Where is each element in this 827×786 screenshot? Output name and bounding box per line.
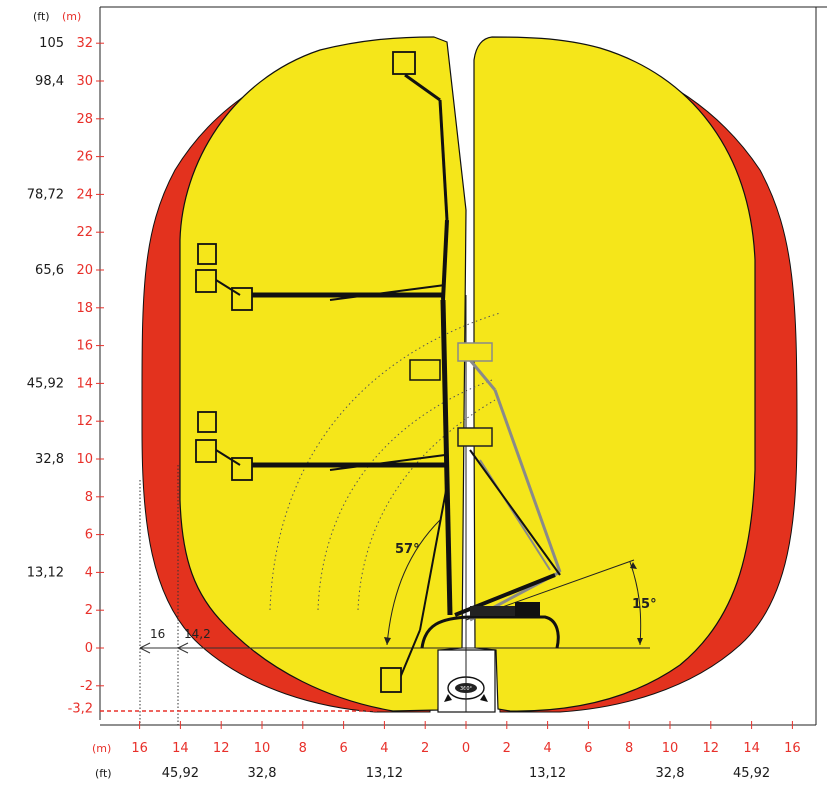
basket-top: [392, 51, 416, 75]
outreach-14-label: 14,2: [184, 627, 211, 641]
jib-angle-arc: [629, 561, 642, 646]
x-tick-label-m: 6: [339, 741, 347, 756]
x-tick-label-m: 12: [703, 741, 720, 756]
x-tick-label-m: 14: [172, 741, 189, 756]
y-unit-ft: (ft): [33, 10, 50, 23]
y-tick-label-m: 4: [85, 565, 93, 580]
x-tick-label-m: 2: [503, 741, 511, 756]
x-tick-label-m: 4: [380, 741, 388, 756]
y-tick-label-ft: 65,6: [35, 263, 64, 278]
jib-angle-arrow-top: [630, 562, 637, 569]
y-axis-ticks: 32302826242220181614121086420-2-3,210598…: [27, 36, 104, 716]
boom-angle-arc: [386, 519, 441, 646]
working-radius-arc-inner: [357, 399, 496, 611]
jib-angle-label: 15°: [632, 597, 657, 612]
y-tick-label-m: 8: [85, 490, 93, 505]
x-tick-label-m: 10: [662, 741, 679, 756]
y-tick-label-m: 2: [85, 603, 93, 618]
y-tick-label-ft: 45,92: [27, 376, 64, 391]
x-tick-label-m: 2: [421, 741, 429, 756]
y-tick-label-ft: 13,12: [27, 565, 64, 580]
y-tick-label-ft: 32,8: [35, 452, 64, 467]
x-tick-label-m: 10: [254, 741, 271, 756]
y-tick-label-m: 24: [76, 187, 93, 202]
y-tick-label-m: 32: [76, 36, 93, 51]
work-envelope-left: [179, 36, 467, 712]
y-tick-label-m: 18: [76, 301, 93, 316]
y-tick-label-m: 0: [85, 641, 93, 656]
x-unit-ft: (ft): [95, 767, 112, 780]
x-axis-ticks: 16 14 12 10 8 6 4 2 0 2 4 6 8 10 12 14 16 45,92 32,8 13,12 1…: [131, 721, 801, 781]
basket-lower-a: [197, 411, 217, 433]
grey-basket-top: [457, 342, 493, 362]
outreach-16-label: 16: [150, 627, 165, 641]
x-tick-label-m: 4: [543, 741, 551, 756]
x-tick-label-m: 14: [743, 741, 760, 756]
chassis: [420, 602, 560, 649]
y-tick-label-m: 26: [76, 150, 93, 165]
work-envelope-right: [473, 36, 756, 712]
boom-mast-main: [380, 51, 453, 693]
x-tick-label-ft: 45,92: [162, 766, 199, 781]
x-tick-label-m: 6: [584, 741, 592, 756]
chassis-engine: [515, 602, 540, 616]
x-tick-label-m: 12: [213, 741, 230, 756]
x-tick-label-ft: 32,8: [656, 766, 685, 781]
x-tick-label-m: 0: [462, 741, 470, 756]
y-tick-label-m: 6: [85, 528, 93, 543]
y-tick-label-m: -2: [80, 679, 93, 694]
y-tick-label-m: 28: [76, 112, 93, 127]
grey-basket-mid: [457, 427, 493, 447]
x-tick-label-ft: 32,8: [248, 766, 277, 781]
x-unit-m: (m): [92, 742, 111, 755]
jib-angle-arrow-bottom: [637, 638, 643, 645]
outreach-16-arrow: [139, 642, 151, 654]
x-tick-label-m: 16: [131, 741, 148, 756]
y-tick-label-m: 14: [76, 376, 93, 391]
basket-upper-b: [195, 269, 217, 293]
y-tick-label-m: 20: [76, 263, 93, 278]
basket-mast-mid: [409, 359, 441, 381]
boom-angle-arrow: [384, 637, 391, 645]
y-unit-m: (m): [62, 10, 81, 23]
x-tick-label-ft: 13,12: [529, 766, 566, 781]
y-tick-label-m: 22: [76, 225, 93, 240]
y-tick-label-m: -3,2: [68, 701, 93, 716]
x-tick-label-ft: 45,92: [733, 766, 770, 781]
y-tick-label-ft: 98,4: [35, 74, 64, 89]
x-tick-label-m: 8: [625, 741, 633, 756]
y-tick-label-m: 30: [76, 74, 93, 89]
y-tick-label-ft: 78,72: [27, 187, 64, 202]
x-tick-label-ft: 13,12: [366, 766, 403, 781]
chassis-body: [470, 606, 540, 616]
y-tick-label-m: 16: [76, 339, 93, 354]
basket-low: [380, 667, 402, 693]
x-tick-label-m: 8: [299, 741, 307, 756]
outreach-14-arrow: [177, 642, 189, 654]
boom-horizontal-upper: [195, 243, 446, 381]
y-tick-label-m: 12: [76, 414, 93, 429]
basket-upper-a: [197, 243, 217, 265]
basket-lower-b: [195, 439, 217, 463]
y-tick-label-ft: 105: [39, 36, 64, 51]
y-tick-label-m: 10: [76, 452, 93, 467]
x-tick-label-m: 16: [784, 741, 801, 756]
boom-angle-label: 57°: [395, 542, 420, 557]
boom-horizontal-lower: [195, 411, 446, 481]
